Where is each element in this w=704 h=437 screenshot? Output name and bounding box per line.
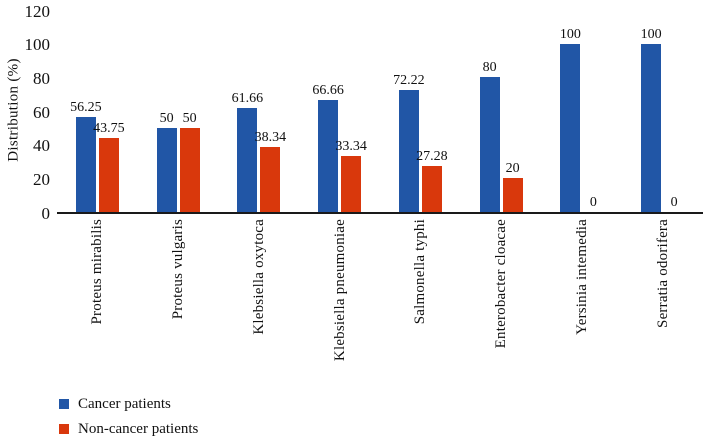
bar-value-label: 100 [559, 26, 581, 42]
y-tick-label: 0 [41, 203, 51, 223]
legend-item-non-cancer-patients: Non-cancer patients [59, 421, 198, 437]
x-category-label: Yersinia intemedia [573, 219, 590, 335]
y-tick-label: 20 [33, 169, 50, 189]
bar-value-label: 61.66 [231, 91, 264, 107]
x-category-label: Serratia odorifera [654, 219, 671, 328]
x-category-label: Proteus mirabilis [89, 219, 106, 325]
x-category-label: Proteus vulgaris [170, 219, 187, 320]
legend: Cancer patients Non-cancer patients [59, 396, 198, 437]
legend-swatch-cancer-patients [59, 399, 69, 409]
bar-value-label: 66.66 [312, 82, 344, 98]
bar [398, 90, 419, 212]
bar-value-label: 0 [670, 195, 678, 210]
bar [156, 127, 177, 212]
bar-value-label: 50 [182, 110, 197, 126]
y-tick-label: 40 [33, 136, 50, 156]
bar-value-label: 50 [159, 110, 174, 126]
bar [75, 117, 96, 212]
x-category-label: Enterobacter cloacae [493, 219, 510, 349]
bar [341, 155, 362, 212]
bar-value-label: 20 [505, 161, 520, 177]
bar-value-label: 72.22 [393, 73, 425, 89]
bar [237, 108, 258, 212]
bar-value-label: 100 [640, 26, 662, 42]
legend-label-non-cancer-patients: Non-cancer patients [78, 421, 199, 437]
bar [560, 43, 581, 212]
y-tick-label: 100 [24, 35, 51, 55]
bar [98, 138, 119, 212]
y-tick-label: 80 [33, 68, 50, 88]
bar-value-label: 56.25 [70, 100, 102, 116]
bar-value-label: 43.75 [93, 121, 125, 137]
bar-value-label: 27.28 [416, 149, 448, 165]
bar [179, 127, 200, 212]
bar [641, 43, 662, 212]
bar-value-label: 33.34 [335, 138, 367, 154]
bar [260, 147, 281, 212]
x-axis-line [57, 212, 703, 214]
bar [479, 77, 500, 212]
x-category-label: Klebsiella oxytoca [250, 219, 267, 335]
bar-value-label: 38.34 [254, 130, 287, 146]
bar-value-label: 0 [589, 195, 597, 210]
bar [318, 99, 339, 212]
legend-swatch-non-cancer-patients [59, 424, 69, 434]
legend-item-cancer-patients: Cancer patients [59, 396, 198, 412]
bar-value-label: 80 [482, 60, 497, 76]
bar [421, 166, 442, 212]
y-tick-label: 120 [24, 1, 51, 21]
y-tick-label: 60 [33, 102, 50, 122]
bar [502, 178, 523, 212]
x-category-label: Klebsiella pneumoniae [331, 219, 348, 362]
legend-label-cancer-patients: Cancer patients [78, 396, 171, 412]
x-category-label: Salmonella typhi [412, 219, 429, 325]
